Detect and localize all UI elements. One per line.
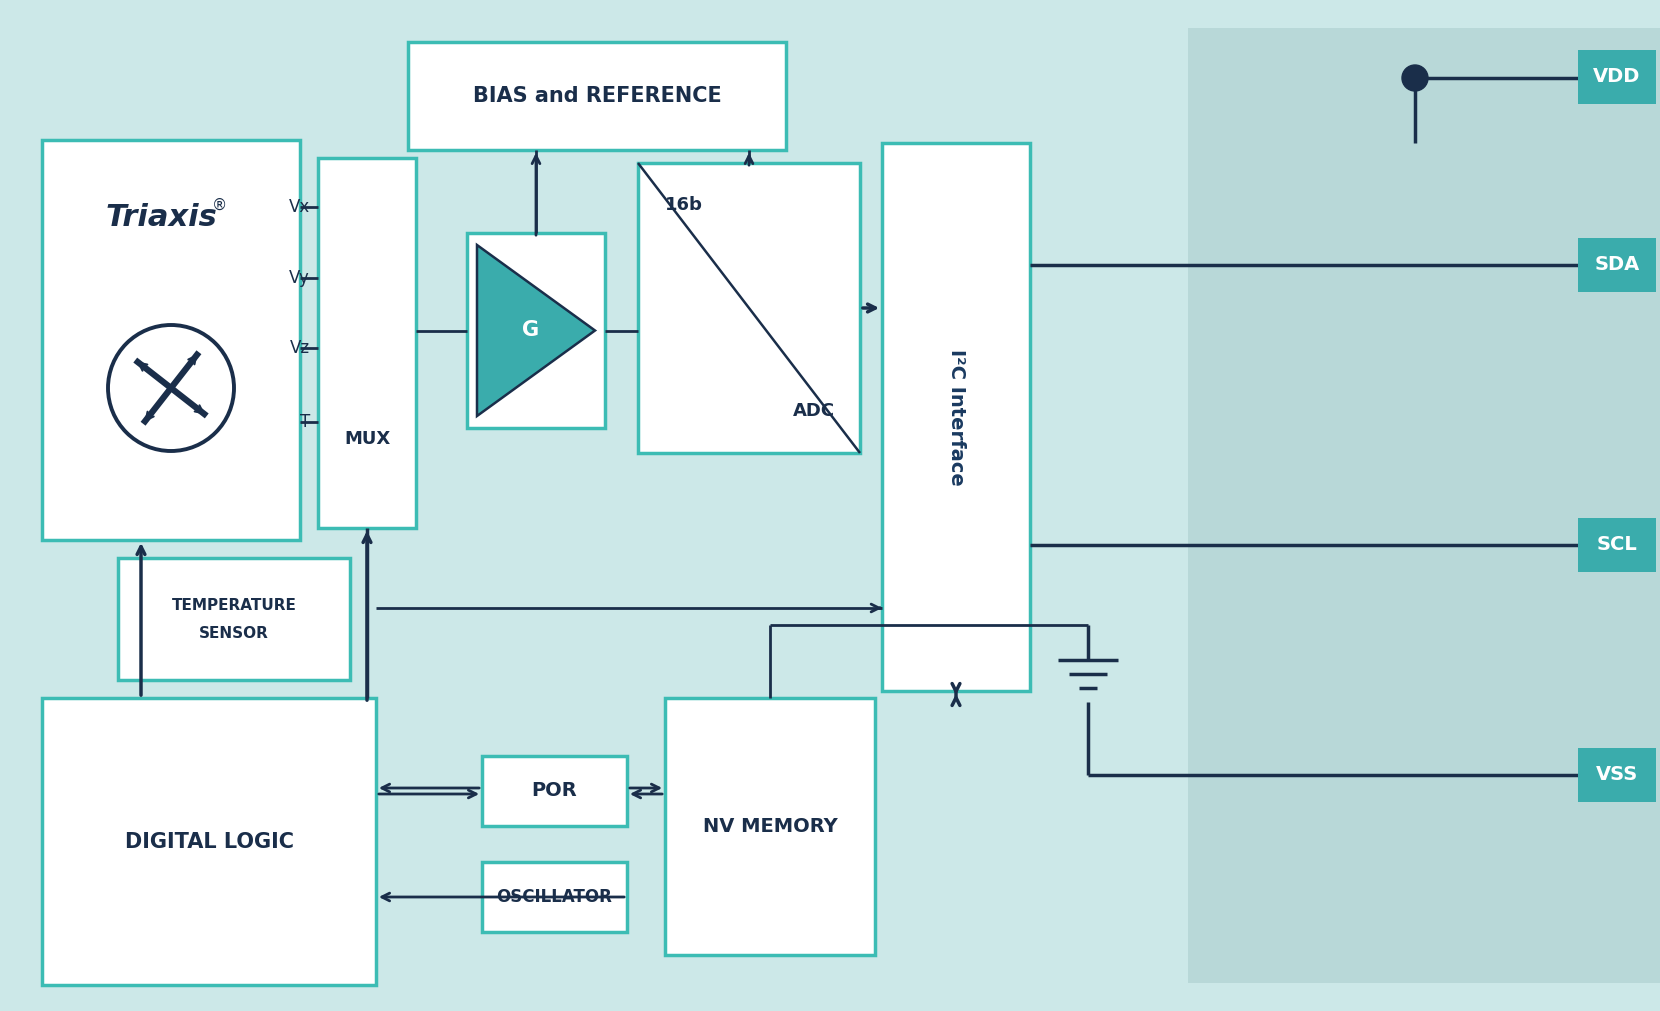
Text: OSCILLATOR: OSCILLATOR bbox=[496, 888, 613, 906]
Bar bbox=[1579, 238, 1657, 292]
Text: SENSOR: SENSOR bbox=[199, 626, 269, 641]
Bar bbox=[1579, 50, 1657, 104]
Text: POR: POR bbox=[531, 782, 578, 801]
Text: Triaxis: Triaxis bbox=[105, 203, 217, 233]
Text: MUX: MUX bbox=[344, 431, 390, 448]
Bar bbox=[466, 233, 604, 428]
Text: G: G bbox=[523, 320, 540, 341]
Bar bbox=[881, 143, 1029, 691]
Text: VDD: VDD bbox=[1594, 68, 1640, 87]
Bar bbox=[1189, 28, 1660, 983]
Text: DIGITAL LOGIC: DIGITAL LOGIC bbox=[124, 831, 294, 851]
Bar bbox=[481, 862, 627, 932]
Text: Vy: Vy bbox=[289, 269, 310, 287]
Bar bbox=[408, 42, 785, 150]
Text: BIAS and REFERENCE: BIAS and REFERENCE bbox=[473, 86, 722, 106]
Bar bbox=[1579, 518, 1657, 572]
Bar bbox=[118, 558, 350, 680]
Bar bbox=[666, 698, 875, 955]
Text: TEMPERATURE: TEMPERATURE bbox=[171, 598, 297, 613]
Text: VSS: VSS bbox=[1595, 765, 1638, 785]
Bar bbox=[42, 140, 300, 540]
Bar bbox=[1579, 748, 1657, 802]
Text: SDA: SDA bbox=[1594, 256, 1640, 275]
Text: Vx: Vx bbox=[289, 198, 310, 216]
Bar bbox=[42, 698, 377, 985]
Text: ®: ® bbox=[211, 197, 227, 212]
Bar bbox=[637, 163, 860, 453]
Text: NV MEMORY: NV MEMORY bbox=[702, 817, 837, 836]
Bar bbox=[481, 756, 627, 826]
Circle shape bbox=[1403, 65, 1428, 91]
Text: ADC: ADC bbox=[793, 402, 835, 420]
Text: T: T bbox=[300, 413, 310, 431]
Text: SCL: SCL bbox=[1597, 536, 1637, 554]
Text: 16b: 16b bbox=[666, 196, 702, 214]
Polygon shape bbox=[476, 245, 594, 416]
Text: Vz: Vz bbox=[290, 339, 310, 357]
Bar bbox=[319, 158, 417, 528]
Text: I²C Interface: I²C Interface bbox=[946, 349, 966, 485]
